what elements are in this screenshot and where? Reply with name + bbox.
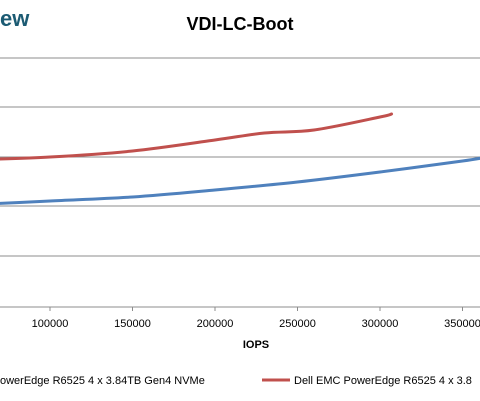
x-tick-label: 250000: [279, 318, 316, 330]
x-tick-label: 350000: [444, 318, 480, 330]
legend-label-series-2: Dell EMC PowerEdge R6525 4 x 3.8: [294, 375, 472, 387]
series-line-1: [0, 156, 480, 205]
gridlines: [0, 57, 480, 257]
series-line-2: [0, 112, 394, 161]
x-tick-label: 100000: [32, 318, 69, 330]
brand-logo-text: ew: [0, 6, 30, 31]
x-axis-title: IOPS: [243, 339, 269, 351]
x-tick-label: 300000: [362, 318, 399, 330]
legend-label-series-1: owerEdge R6525 4 x 3.84TB Gen4 NVMe: [0, 375, 205, 387]
series-lines: [0, 112, 480, 205]
legend: owerEdge R6525 4 x 3.84TB Gen4 NVMe Dell…: [0, 375, 472, 387]
x-axis-ticks: 100000 150000 200000 250000 300000 350000: [32, 307, 480, 330]
chart-title: VDI-LC-Boot: [186, 14, 294, 34]
x-tick-label: 200000: [197, 318, 234, 330]
x-tick-label: 150000: [114, 318, 151, 330]
